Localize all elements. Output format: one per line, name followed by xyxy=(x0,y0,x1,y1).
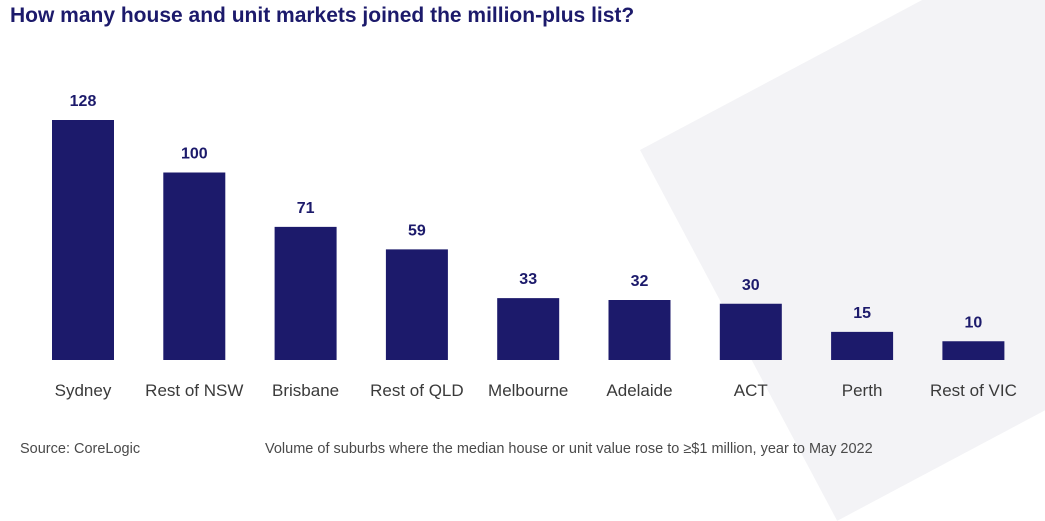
bar-rest-of-nsw xyxy=(163,172,226,360)
bar-act xyxy=(719,303,782,360)
category-label-perth: Perth xyxy=(842,381,883,400)
value-label-perth: 15 xyxy=(853,305,871,322)
category-label-rest-of-qld: Rest of QLD xyxy=(370,381,464,400)
category-label-rest-of-nsw: Rest of NSW xyxy=(145,381,243,400)
value-label-rest-of-qld: 59 xyxy=(408,222,426,239)
category-label-melbourne: Melbourne xyxy=(488,381,568,400)
category-label-act: ACT xyxy=(734,381,768,400)
bar-rest-of-vic xyxy=(942,341,1005,360)
bar-perth xyxy=(831,331,894,360)
bar-chart: 128 Sydney 100 Rest of NSW 71 Brisbane 59 Rest … xyxy=(52,93,1017,400)
value-label-sydney: 128 xyxy=(70,93,97,110)
chart-footnote: Volume of suburbs where the median house… xyxy=(265,441,873,457)
bar-sydney xyxy=(52,120,114,360)
bar-adelaide xyxy=(608,300,671,360)
value-label-rest-of-nsw: 100 xyxy=(181,146,208,163)
value-label-brisbane: 71 xyxy=(297,200,315,217)
bar-melbourne xyxy=(497,298,560,360)
category-label-brisbane: Brisbane xyxy=(272,381,339,400)
category-label-adelaide: Adelaide xyxy=(606,381,672,400)
category-label-rest-of-vic: Rest of VIC xyxy=(930,381,1017,400)
value-label-adelaide: 32 xyxy=(631,273,649,290)
value-label-melbourne: 33 xyxy=(519,271,537,288)
value-label-rest-of-vic: 10 xyxy=(965,314,983,331)
value-label-act: 30 xyxy=(742,277,760,294)
bar-brisbane xyxy=(274,226,337,360)
chart-title: How many house and unit markets joined t… xyxy=(10,4,635,27)
bar-rest-of-qld xyxy=(385,249,448,360)
category-label-sydney: Sydney xyxy=(55,381,112,400)
source-note: Source: CoreLogic xyxy=(20,441,141,457)
